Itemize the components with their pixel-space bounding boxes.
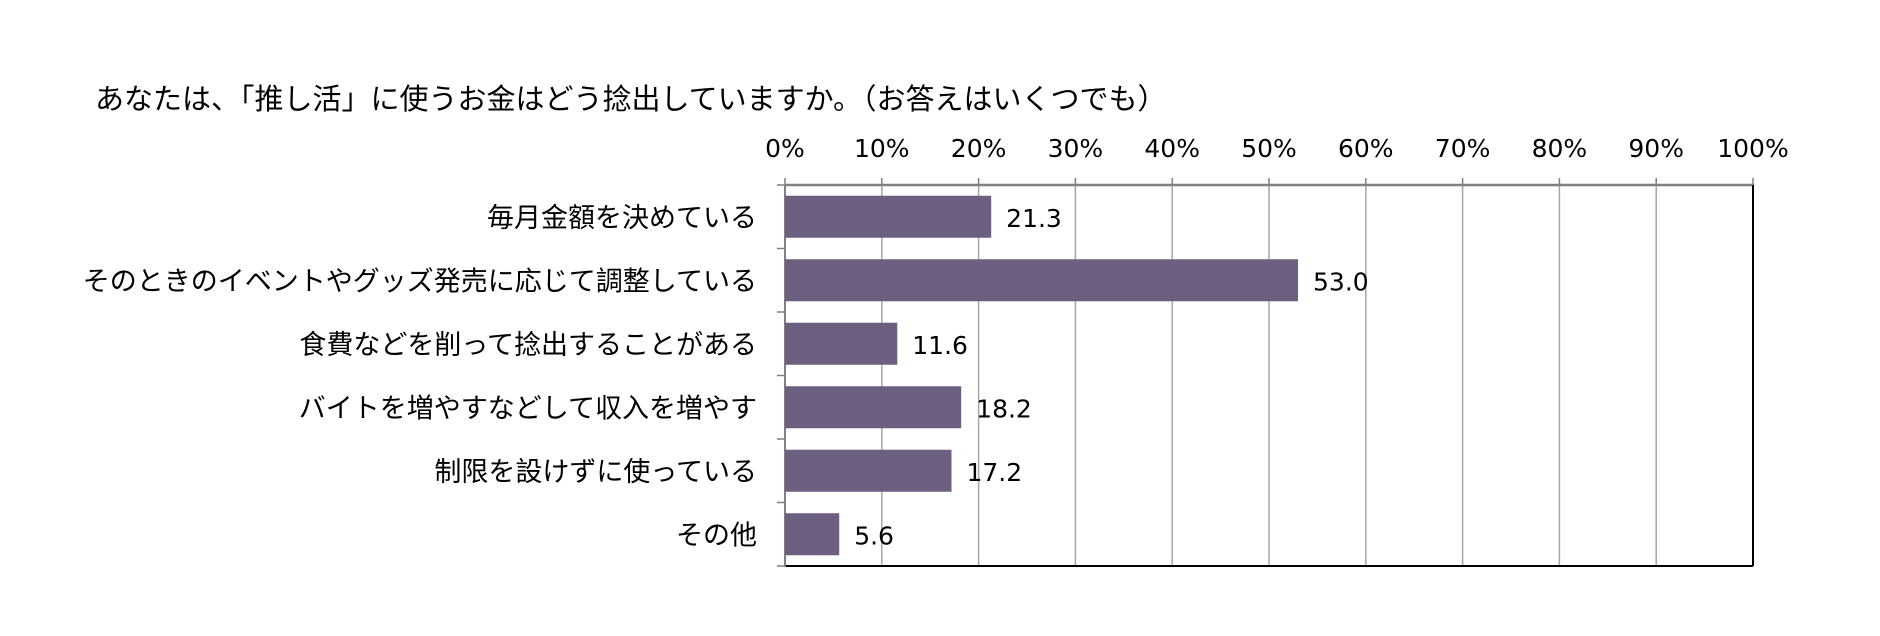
data-label: 11.6 bbox=[912, 331, 968, 360]
data-label: 21.3 bbox=[1006, 204, 1062, 233]
x-tick-label: 50% bbox=[1241, 134, 1297, 163]
category-label: 毎月金額を決めている bbox=[487, 203, 757, 234]
bar bbox=[785, 195, 992, 238]
category-label: その他 bbox=[676, 520, 757, 551]
x-tick-label: 90% bbox=[1628, 134, 1684, 163]
x-tick-label: 100% bbox=[1717, 134, 1788, 163]
data-label: 5.6 bbox=[854, 521, 894, 550]
bar bbox=[785, 259, 1299, 302]
data-label: 18.2 bbox=[976, 394, 1032, 423]
chart-title: あなたは、「推し活」に使うお金はどう捻出していますか。（お答えはいくつでも） bbox=[95, 82, 1167, 116]
data-label: 17.2 bbox=[966, 458, 1022, 487]
x-tick-label: 40% bbox=[1144, 134, 1200, 163]
x-tick-label: 80% bbox=[1532, 134, 1588, 163]
x-tick-label: 60% bbox=[1338, 134, 1394, 163]
x-tick-label: 20% bbox=[951, 134, 1007, 163]
x-tick-label: 30% bbox=[1048, 134, 1104, 163]
category-label: バイトを増やすなどして収入を増やす bbox=[299, 393, 757, 424]
x-tick-label: 0% bbox=[765, 134, 805, 163]
bar bbox=[785, 513, 840, 556]
x-tick-label: 10% bbox=[854, 134, 910, 163]
category-label: そのときのイベントやグッズ発売に応じて調整している bbox=[83, 266, 757, 297]
x-tick-label: 70% bbox=[1435, 134, 1491, 163]
bar bbox=[785, 322, 898, 365]
bar bbox=[785, 386, 962, 429]
data-label: 53.0 bbox=[1313, 267, 1369, 296]
category-label: 制限を設けずに使っている bbox=[434, 457, 757, 488]
category-label: 食費などを削って捻出することがある bbox=[299, 330, 757, 361]
bar bbox=[785, 449, 952, 492]
